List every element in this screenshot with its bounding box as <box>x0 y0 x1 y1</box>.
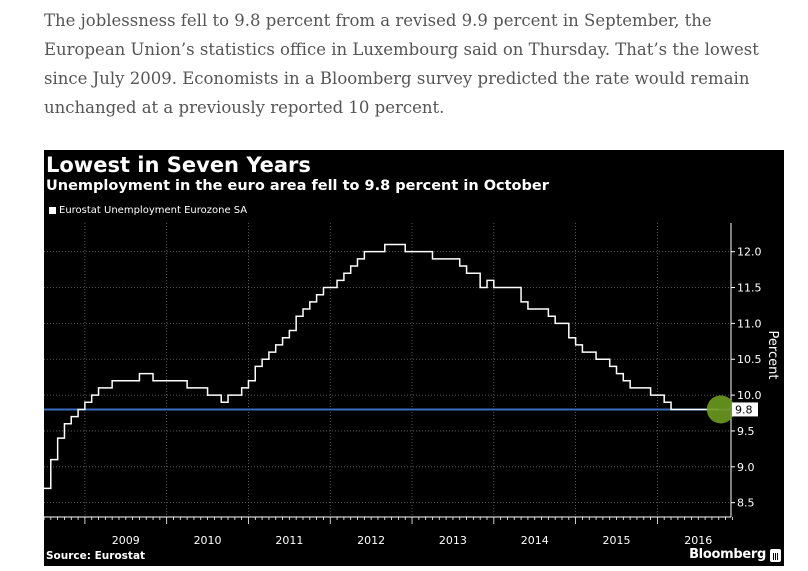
legend-label: Eurostat Unemployment Eurozone SA <box>59 205 248 216</box>
x-tick-label: 2015 <box>603 534 631 547</box>
last-value-marker <box>706 395 735 424</box>
x-tick-label: 2013 <box>439 534 467 547</box>
article-line: since July 2009. Economists in a Bloombe… <box>44 69 750 88</box>
x-tick-label: 2014 <box>521 534 549 547</box>
x-tick-label: 2010 <box>194 534 222 547</box>
y-tick-label: 10.0 <box>737 389 762 402</box>
article-line: The joblessness fell to 9.8 percent from… <box>44 11 712 30</box>
y-tick-label: 9.0 <box>737 461 755 474</box>
bar-chart-icon <box>770 549 781 562</box>
y-tick-label: 9.5 <box>737 425 755 438</box>
article-paragraph: The joblessness fell to 9.8 percent from… <box>44 6 789 122</box>
chart-panel: 8.5 9.0 9.5 10.0 10.5 11.0 11.5 12.0 2009 2010 201… <box>44 150 784 566</box>
article-line: European Union’s statistics office in Lu… <box>44 40 759 59</box>
chart-source: Source: Eurostat <box>46 550 146 562</box>
chart-subtitle: Unemployment in the euro area fell to 9.… <box>46 178 549 194</box>
y-tick-label: 11.0 <box>737 317 762 330</box>
last-value-box <box>732 402 758 417</box>
article-line: unchanged at a previously reported 10 pe… <box>44 98 445 117</box>
x-tick-label: 2011 <box>275 534 303 547</box>
x-tick-label: 2012 <box>357 534 385 547</box>
y-tick-label: 10.5 <box>737 353 762 366</box>
x-tick-label: 2009 <box>112 534 140 547</box>
line-chart: 8.5 9.0 9.5 10.0 10.5 11.0 11.5 12.0 2009 2010 201… <box>44 223 780 547</box>
bloomberg-logo: Bloomberg <box>689 547 766 562</box>
chart-legend: Eurostat Unemployment Eurozone SA <box>49 205 247 216</box>
y-axis-title: Percent <box>765 331 780 380</box>
chart-title: Lowest in Seven Years <box>46 153 311 177</box>
x-tick-label: 2016 <box>684 534 712 547</box>
y-tick-label: 8.5 <box>737 497 755 510</box>
y-tick-label: 11.5 <box>737 282 762 295</box>
series-line <box>44 243 719 490</box>
y-tick-label: 12.0 <box>737 246 762 259</box>
legend-swatch <box>49 207 56 214</box>
last-value-label: 9.8 <box>735 403 753 416</box>
